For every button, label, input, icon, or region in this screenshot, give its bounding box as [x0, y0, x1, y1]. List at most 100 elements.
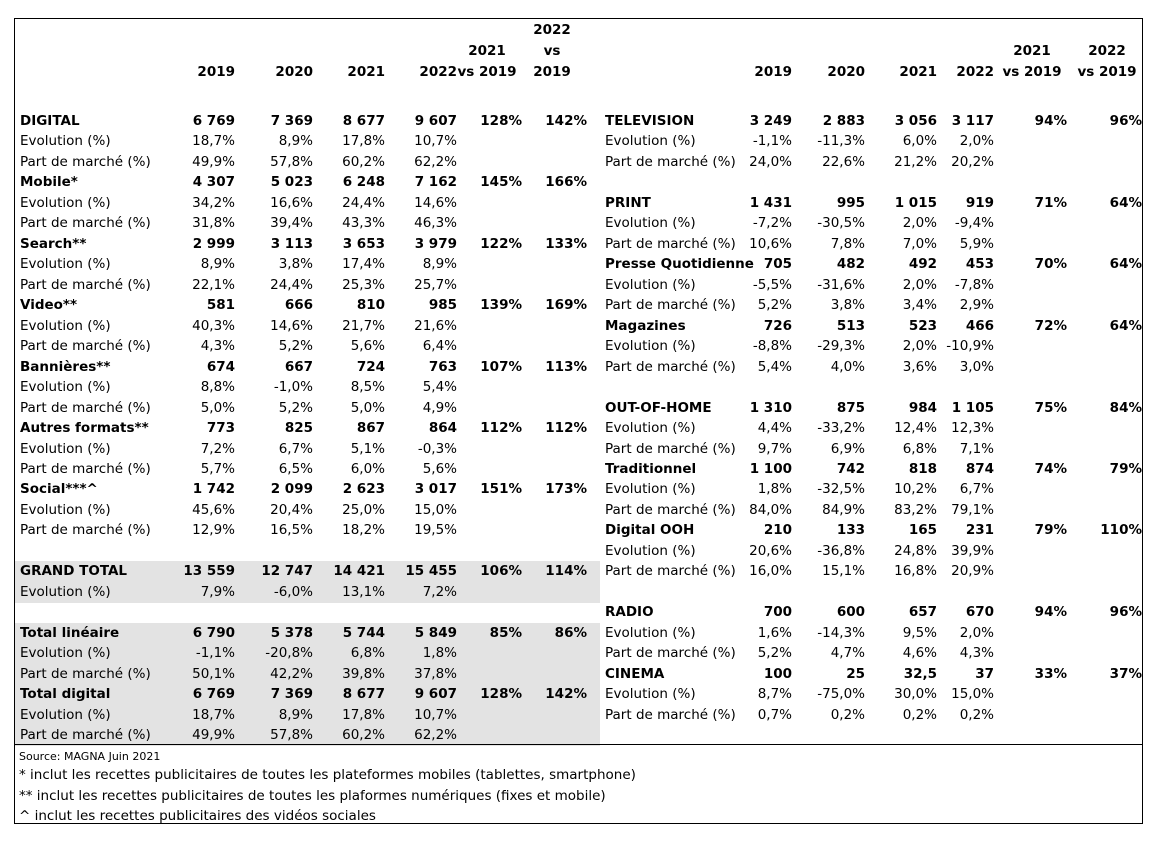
cell: -8,8% — [752, 338, 792, 355]
cell: 15 455 — [405, 563, 457, 580]
cell: 5,1% — [350, 440, 385, 457]
cell: 169% — [545, 297, 587, 314]
cell: 2 999 — [192, 235, 235, 252]
cell: 83,2% — [894, 501, 937, 518]
cell: 6,9% — [830, 440, 865, 457]
cell: 64% — [1109, 317, 1142, 334]
cell: 581 — [206, 297, 235, 314]
cell: 4,6% — [902, 645, 937, 662]
cell: 112% — [545, 420, 587, 437]
cell: 3 113 — [270, 235, 313, 252]
cell: -9,4% — [954, 215, 994, 232]
cell: 17,8% — [342, 706, 385, 723]
cell: 64% — [1109, 256, 1142, 273]
cell: 5 023 — [270, 174, 313, 191]
cell: 14,6% — [414, 194, 457, 211]
cell: 16,8% — [894, 563, 937, 580]
cell: -7,2% — [752, 215, 792, 232]
column-header: 2019 — [197, 64, 235, 80]
footer-rule — [14, 744, 1143, 745]
row-label: Part de marché (%) — [605, 297, 736, 314]
row-label: Part de marché (%) — [605, 440, 736, 457]
cell: 210 — [763, 522, 792, 539]
cell: 20,9% — [951, 563, 994, 580]
cell: 1 015 — [894, 194, 937, 211]
cell: 7 369 — [270, 686, 313, 703]
cell: 60,2% — [342, 153, 385, 170]
row-label: TELEVISION — [605, 113, 695, 129]
cell: 3 017 — [414, 481, 457, 498]
cell: 7,2% — [422, 583, 457, 600]
cell: 71% — [1034, 194, 1067, 211]
cell: 75% — [1034, 399, 1067, 416]
cell: 4,3% — [200, 338, 235, 355]
cell: 2 883 — [822, 113, 865, 129]
row-label: CINEMA — [605, 665, 665, 682]
cell: 8,7% — [757, 686, 792, 703]
cell: 85% — [489, 624, 522, 641]
cell: 21,6% — [414, 317, 457, 334]
cell: 62,2% — [414, 153, 457, 170]
row-shade — [15, 581, 600, 603]
cell: 34,2% — [192, 194, 235, 211]
cell: 18,2% — [342, 522, 385, 539]
cell: 6 790 — [192, 624, 235, 641]
cell: 3 653 — [342, 235, 385, 252]
column-header: 2020 — [827, 64, 865, 80]
cell: 875 — [836, 399, 865, 416]
cell: 30,0% — [894, 686, 937, 703]
row-label: PRINT — [605, 194, 651, 211]
cell: 133 — [836, 522, 865, 539]
cell: 2 099 — [270, 481, 313, 498]
cell: 145% — [480, 174, 522, 191]
row-label: Total digital — [20, 686, 111, 703]
cell: 825 — [284, 420, 313, 437]
cell: 84,0% — [749, 501, 792, 518]
cell: 6 769 — [192, 686, 235, 703]
cell: 60,2% — [342, 727, 385, 744]
cell: 726 — [763, 317, 792, 334]
cell: 985 — [428, 297, 457, 314]
cell: 3 249 — [749, 113, 792, 129]
cell: 5,2% — [278, 399, 313, 416]
cell: 113% — [545, 358, 587, 375]
cell: 1,8% — [757, 481, 792, 498]
row-shade — [15, 684, 600, 706]
row-label: Digital OOH — [605, 522, 695, 539]
cell: 9 607 — [414, 686, 457, 703]
cell: 8,9% — [422, 256, 457, 273]
cell: 0,7% — [757, 706, 792, 723]
cell: 15,0% — [951, 686, 994, 703]
cell: 40,3% — [192, 317, 235, 334]
cell: 700 — [763, 604, 792, 621]
cell: 657 — [908, 604, 937, 621]
cell: -31,6% — [817, 276, 865, 293]
cell: 12,3% — [951, 420, 994, 437]
cell: 46,3% — [414, 215, 457, 232]
cell: 995 — [836, 194, 865, 211]
row-label: Part de marché (%) — [20, 522, 151, 539]
footnote: ^ inclut les recettes publicitaires des … — [19, 808, 376, 824]
row-label: Evolution (%) — [20, 317, 111, 334]
cell: -29,3% — [817, 338, 865, 355]
cell: 5,4% — [757, 358, 792, 375]
row-label: Evolution (%) — [605, 542, 696, 559]
cell: 31,8% — [192, 215, 235, 232]
row-label: Evolution (%) — [20, 706, 111, 723]
cell: 5,2% — [757, 645, 792, 662]
cell: 37,8% — [414, 665, 457, 682]
cell: 62,2% — [414, 727, 457, 744]
cell: 24,4% — [342, 194, 385, 211]
row-label: Evolution (%) — [605, 686, 696, 703]
column-header: 2021 vs 2019 — [457, 43, 517, 80]
cell: 107% — [480, 358, 522, 375]
cell: 2,0% — [902, 338, 937, 355]
row-shade — [15, 622, 600, 644]
column-header: 2022 — [956, 64, 994, 80]
row-label: Part de marché (%) — [605, 153, 736, 170]
cell: 14,6% — [270, 317, 313, 334]
cell: 2,0% — [902, 276, 937, 293]
cell: 25,3% — [342, 276, 385, 293]
row-label: Part de marché (%) — [20, 276, 151, 293]
row-label: Part de marché (%) — [605, 501, 736, 518]
